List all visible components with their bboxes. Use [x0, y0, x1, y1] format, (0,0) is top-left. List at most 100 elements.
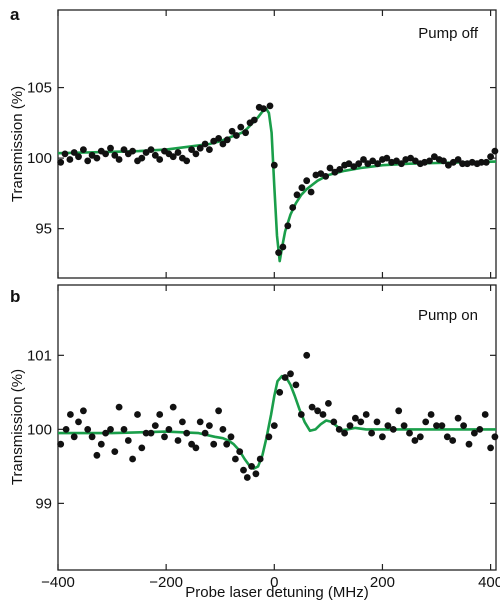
panel-b-data-point	[236, 448, 244, 455]
panel-b-letter: b	[10, 287, 20, 306]
panel-b-data-point	[281, 374, 289, 381]
panel-b-data-point	[330, 418, 338, 426]
panel-a-data-point	[487, 153, 494, 161]
panel-b-data-point	[223, 440, 231, 448]
panel-b-data-point	[232, 455, 239, 463]
panel-b-data-point	[443, 433, 451, 441]
panel-b-data-point	[243, 474, 251, 481]
panel-b-data-point	[169, 403, 177, 411]
panel-b-data-point	[433, 422, 440, 429]
panel-a-data-point	[93, 154, 101, 162]
panel-a-data-point	[398, 160, 405, 168]
panel-b-data-point	[210, 440, 218, 448]
panel-b-data-point	[319, 411, 327, 418]
panel-a-data-point	[383, 154, 391, 162]
panel-a-data-point	[426, 157, 433, 165]
panel-b-data-point	[438, 422, 446, 429]
panel-a-data-point	[219, 140, 227, 148]
panel-b-data-point	[174, 437, 182, 444]
panel-a-data-point	[188, 146, 196, 154]
panel-a-y-tick-label: 105	[27, 80, 52, 97]
panel-a-data-point	[215, 135, 223, 142]
panel-a-data-point	[228, 127, 236, 135]
panel-a-data-point	[75, 153, 82, 161]
panel-a-data-point	[80, 146, 87, 154]
panel-a-data-point	[107, 144, 114, 152]
panel-b-data-point	[422, 418, 430, 426]
panel-b-data-point	[308, 403, 316, 411]
panel-b-data-point	[325, 400, 332, 407]
panel-b-data-point	[115, 403, 123, 411]
panel-a-data-point	[289, 204, 297, 211]
panel-b-data-point	[67, 411, 74, 418]
panel-b-data-point	[256, 455, 264, 463]
panel-b-data-point	[368, 429, 375, 437]
panel-a-data-point	[66, 156, 74, 163]
panel-a-data-point	[70, 149, 78, 156]
panel-b-data-point	[427, 411, 435, 418]
panel-a-data-point	[303, 177, 311, 185]
panel-a: a 95 100 105 Transmission (%) Pump off	[9, 5, 499, 279]
panel-b-frame	[57, 284, 497, 571]
panel-b-data-point	[151, 422, 159, 429]
panel-b-data-point	[395, 407, 403, 415]
panel-b-data-point	[134, 411, 141, 418]
panel-b-fit-curve	[58, 374, 496, 470]
panel-a-data-point	[336, 166, 344, 173]
panel-b-y-axis-title: Transmission (%)	[9, 369, 26, 485]
panel-a-data-point	[459, 160, 466, 168]
panel-b-y-tick-label: 99	[35, 495, 52, 512]
panel-a-data-point	[279, 243, 287, 251]
panel-a-data-point	[440, 157, 447, 165]
panel-a-ticks	[57, 10, 496, 278]
panel-a-data-point	[61, 150, 69, 158]
panel-b-data-point	[411, 437, 419, 444]
panel-b-data-point	[93, 451, 101, 459]
panel-a-data-point	[201, 140, 209, 148]
panel-b-data-point	[120, 426, 128, 433]
panel-a-frame	[57, 9, 497, 279]
panel-b-data-point	[215, 407, 223, 415]
panel-b-data-point	[314, 407, 321, 415]
panel-a-data-point	[196, 144, 204, 152]
panel-a-data-point	[360, 156, 367, 163]
panel-b-data-point	[248, 463, 256, 470]
panel-b-data-point	[80, 407, 87, 415]
panel-b-data-point	[196, 418, 204, 426]
panel-b-data-point	[147, 429, 155, 437]
panel-a-data-point	[250, 116, 258, 124]
panel-b-data-point	[416, 433, 424, 441]
panel-b-data-point	[183, 429, 191, 437]
panel-b-data-point	[142, 429, 150, 437]
panel-b-data-point	[287, 370, 294, 378]
panel-a-fit-line	[57, 107, 497, 263]
panel-a-data-point	[156, 156, 164, 163]
panel-a-data-point	[151, 151, 159, 159]
panel-a-data-point	[233, 132, 240, 139]
panel-a-data-point	[242, 129, 250, 137]
panel-b-data-point	[362, 411, 370, 418]
panel-b-data-point	[373, 418, 381, 426]
panel-a-data-point	[298, 184, 306, 192]
panel-a-data-point	[275, 249, 282, 256]
panel-a-data-point	[322, 173, 330, 180]
panel-a-data-point	[326, 164, 334, 172]
panel-a-data-points	[57, 102, 499, 256]
panel-b-data-point	[460, 422, 467, 429]
panel-b-y-tick-label: 101	[27, 347, 52, 364]
panel-a-data-point	[169, 153, 177, 161]
panel-b-data-point	[465, 440, 473, 448]
panel-a-letter: a	[10, 5, 20, 24]
panel-b-data-point	[75, 418, 82, 426]
panel-a-data-point	[445, 161, 452, 169]
panel-a-data-point	[174, 149, 182, 156]
panel-b-data-point	[400, 422, 408, 429]
panel-a-data-point	[260, 105, 267, 113]
panel-b-data-point	[292, 381, 300, 389]
panel-b-data-points	[57, 351, 499, 481]
panel-a-data-point	[223, 136, 231, 144]
panel-b-data-point	[389, 426, 397, 433]
panel-b-data-point	[179, 418, 186, 426]
panel-a-annotation: Pump off	[418, 25, 479, 42]
panel-b-data-point	[476, 426, 484, 433]
